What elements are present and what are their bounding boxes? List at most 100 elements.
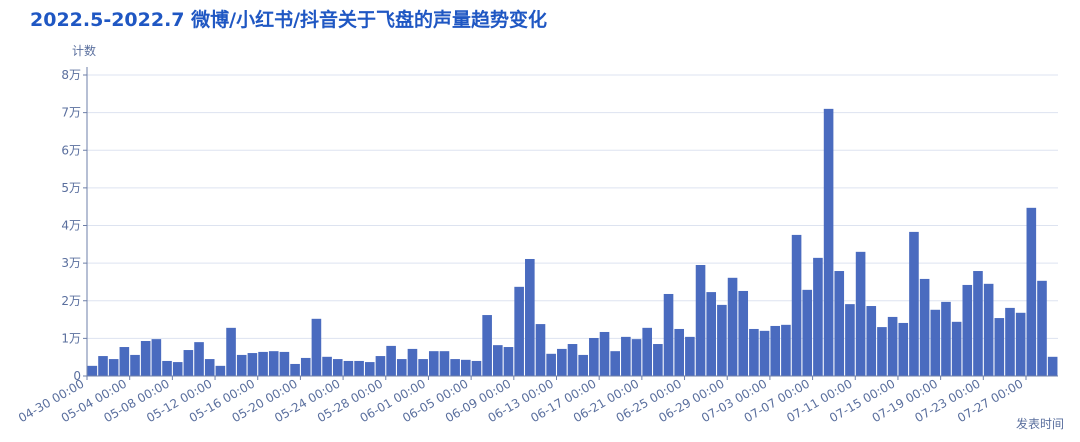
y-tick-label: 6万	[61, 143, 81, 157]
bar	[162, 360, 172, 376]
bar	[770, 325, 781, 376]
y-tick-label: 1万	[61, 331, 81, 345]
y-tick-label: 8万	[61, 68, 81, 82]
bar	[866, 306, 877, 376]
bar	[802, 289, 813, 376]
bar	[695, 265, 706, 376]
bar	[247, 353, 258, 376]
bar	[386, 345, 396, 376]
bar	[610, 351, 620, 376]
bar	[503, 347, 514, 376]
bar	[855, 251, 866, 376]
bar	[439, 351, 450, 376]
bar	[653, 344, 663, 376]
bar	[130, 354, 140, 376]
bar	[781, 324, 791, 376]
bar	[1026, 207, 1037, 376]
bar	[311, 318, 322, 376]
bar	[919, 278, 930, 376]
bar	[834, 271, 845, 376]
y-tick-label: 0	[73, 369, 81, 383]
bar	[151, 339, 162, 376]
bar	[1047, 356, 1058, 376]
bar	[621, 336, 631, 376]
bar	[268, 351, 279, 376]
bar	[887, 316, 898, 376]
bar	[428, 351, 439, 376]
bar	[119, 347, 130, 376]
chart-title: 2022.5-2022.7 微博/小红书/抖音关于飞盘的声量趋势变化	[30, 8, 547, 31]
bar	[557, 348, 567, 376]
bar	[642, 327, 652, 376]
bar	[845, 304, 855, 376]
bar	[706, 292, 717, 376]
bar	[589, 337, 599, 376]
bar	[951, 321, 962, 376]
y-tick-label: 3万	[61, 256, 81, 270]
bar	[215, 365, 226, 376]
bar	[599, 331, 610, 376]
bar	[183, 350, 194, 376]
bar	[567, 344, 578, 376]
bar	[813, 257, 823, 376]
bar	[674, 328, 685, 376]
bar	[791, 234, 802, 376]
bar	[930, 309, 941, 376]
y-axis-label: 计数	[72, 43, 96, 58]
bar	[941, 301, 951, 376]
bar	[717, 304, 727, 376]
bar	[525, 258, 535, 376]
bar	[204, 359, 215, 376]
bar	[1015, 312, 1026, 376]
bar	[226, 327, 236, 376]
bar	[685, 336, 695, 376]
bar	[749, 328, 759, 376]
bar	[290, 363, 300, 376]
bar	[983, 283, 994, 376]
bar	[108, 359, 119, 376]
bar	[962, 284, 973, 376]
bar	[973, 271, 983, 376]
bar	[909, 231, 919, 376]
bar	[258, 351, 268, 376]
bar	[418, 359, 428, 376]
x-axis-label: 发表时间	[1016, 416, 1064, 431]
bar	[364, 362, 375, 376]
bar	[450, 359, 460, 376]
bar	[87, 365, 98, 376]
bar	[493, 345, 503, 376]
bar	[194, 342, 204, 376]
bar	[407, 348, 418, 376]
bar	[759, 330, 770, 376]
bar	[322, 356, 332, 376]
bar	[343, 360, 354, 376]
bar	[823, 108, 834, 377]
bar	[631, 339, 642, 376]
bar	[482, 315, 492, 376]
bar	[471, 360, 482, 376]
y-tick-label: 7万	[61, 106, 81, 120]
bar	[1005, 307, 1015, 376]
bar	[396, 359, 407, 376]
bar	[514, 286, 524, 376]
bar	[354, 360, 364, 376]
bar	[332, 359, 343, 376]
bar	[727, 277, 738, 376]
bar	[279, 351, 290, 376]
bar	[375, 356, 386, 376]
bar	[300, 357, 311, 376]
bar	[877, 327, 887, 376]
bar	[535, 324, 546, 376]
bar	[546, 353, 556, 376]
y-tick-label: 4万	[61, 219, 81, 233]
bar	[1037, 280, 1047, 376]
y-tick-label: 5万	[61, 181, 81, 195]
bar	[172, 362, 183, 376]
bar	[738, 290, 749, 376]
bar	[460, 359, 471, 376]
bar	[236, 354, 247, 376]
bar	[898, 322, 909, 376]
bar	[663, 293, 674, 376]
bar	[578, 354, 588, 376]
